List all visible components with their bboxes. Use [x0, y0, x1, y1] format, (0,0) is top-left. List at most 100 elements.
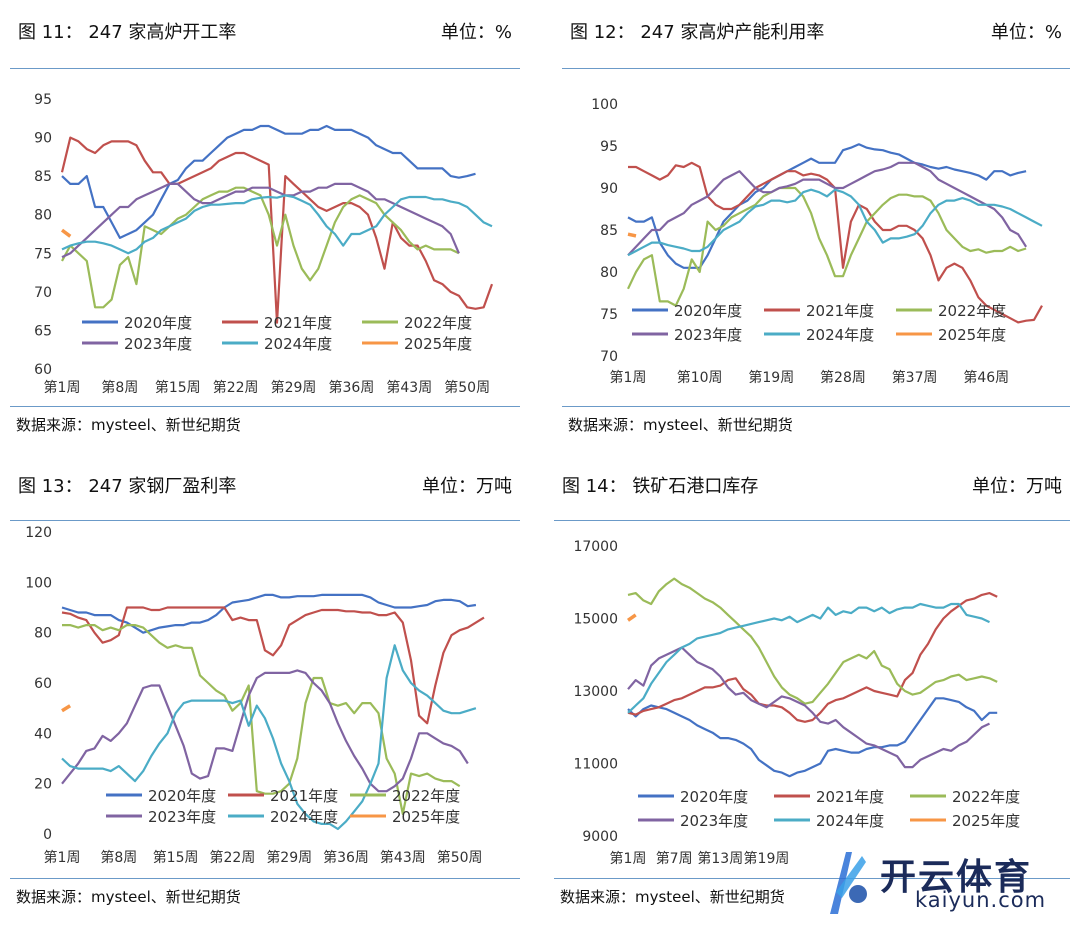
- chart-unit: 单位：%: [990, 22, 1062, 43]
- y-tick-label: 80: [34, 208, 52, 224]
- divider: [10, 406, 520, 407]
- y-tick-label: 9000: [582, 829, 618, 845]
- x-tick-label: 第36周: [329, 379, 375, 396]
- chart-plot: 70 75 80 85 90 95 100 第1周 第10周 第19周 第28周 第37周 第46周 20…: [591, 97, 1043, 386]
- y-tick-label: 100: [25, 575, 52, 591]
- series-line: [627, 697, 998, 778]
- legend-label: 2023年度: [124, 335, 192, 353]
- x-tick-label: 第15周: [155, 379, 201, 396]
- y-tick-label: 65: [34, 323, 52, 339]
- x-tick-label: 第22周: [213, 379, 259, 396]
- y-tick-label: 90: [600, 181, 618, 197]
- legend-label: 2024年度: [816, 812, 884, 830]
- chart-title: 图 11： 247 家高炉开工率: [18, 22, 237, 43]
- legend-label: 2023年度: [148, 808, 216, 826]
- watermark-brand-text: 开云体育: [880, 857, 1033, 898]
- legend-label: 2024年度: [806, 326, 874, 344]
- y-tick-label: 100: [591, 97, 618, 113]
- legend-label: 2023年度: [680, 812, 748, 830]
- x-tick-label: 第50周: [444, 379, 490, 396]
- series-line: [61, 704, 72, 713]
- x-tick-label: 第1周: [44, 379, 81, 396]
- x-tick-label: 第28周: [820, 369, 866, 386]
- y-tick-label: 20: [34, 777, 52, 793]
- x-tick-label: 第19周: [744, 850, 790, 867]
- y-tick-label: 85: [600, 223, 618, 239]
- legend-label: 2022年度: [938, 302, 1006, 320]
- x-tick-label: 第13周: [697, 850, 743, 867]
- legend-label: 2020年度: [124, 314, 192, 332]
- legend-label: 2020年度: [674, 302, 742, 320]
- series-line: [61, 194, 493, 255]
- chart-panel-11: 图 11： 247 家高炉开工率 单位：% 60 65 70 75 80 85 90 95 第1…: [4, 4, 526, 452]
- legend-label: 2021年度: [264, 314, 332, 332]
- x-tick-label: 第46周: [963, 369, 1009, 386]
- chart-unit: 单位：%: [440, 22, 512, 43]
- legend-label: 2022年度: [952, 788, 1020, 806]
- series-line: [61, 606, 485, 725]
- chart-plot: 9000 11000 13000 15000 17000 第1周 第7周 第13周 第19周 20…: [573, 539, 1020, 867]
- series-line: [61, 182, 460, 259]
- chart-plot: 0 20 40 60 80 100 120 第1周 第8周 第15周 第22周 第29周 第36周 第43…: [25, 525, 485, 866]
- y-tick-label: 120: [25, 525, 52, 541]
- series-line: [60, 136, 494, 324]
- y-tick-label: 95: [34, 92, 52, 108]
- legend-label: 2022年度: [404, 314, 472, 332]
- chart-unit: 单位：万吨: [972, 476, 1062, 497]
- x-tick-label: 第8周: [100, 849, 137, 866]
- legend-label: 2025年度: [938, 326, 1006, 344]
- x-tick-label: 第37周: [892, 369, 938, 386]
- y-tick-label: 0: [43, 827, 52, 843]
- legend-label: 2025年度: [392, 808, 460, 826]
- legend-label: 2021年度: [270, 787, 338, 805]
- legend-label: 2025年度: [404, 335, 472, 353]
- y-tick-label: 85: [34, 169, 52, 185]
- legend-label: 2022年度: [392, 787, 460, 805]
- series-line: [61, 669, 469, 793]
- chart-panel-14: 图 14： 铁矿石港口库存 单位：万吨 9000 11000 13000 15000 1…: [548, 458, 1076, 921]
- divider: [10, 520, 520, 521]
- series-line: [626, 613, 637, 622]
- brand-logo-icon: [830, 852, 867, 914]
- y-tick-label: 60: [34, 362, 52, 378]
- series-line: [627, 646, 990, 769]
- chart-panel-13: 图 13： 247 家钢厂盈利率 单位：万吨 0 20 40 60 80 100 120 第1…: [4, 458, 526, 921]
- chart-title: 图 13： 247 家钢厂盈利率: [18, 476, 237, 497]
- x-tick-label: 第29周: [266, 849, 312, 866]
- legend-label: 2020年度: [148, 787, 216, 805]
- y-tick-label: 15000: [573, 612, 618, 628]
- series-line: [627, 143, 1027, 269]
- series-line: [627, 186, 1027, 307]
- series-line: [61, 124, 476, 239]
- x-tick-label: 第1周: [610, 850, 647, 867]
- chart-source: 数据来源：mysteel、新世纪期货: [16, 888, 241, 906]
- legend-label: 2024年度: [264, 335, 332, 353]
- series-line: [627, 592, 998, 723]
- y-tick-label: 11000: [573, 757, 618, 773]
- legend-label: 2023年度: [674, 326, 742, 344]
- chart-source: 数据来源：mysteel、新世纪期货: [568, 416, 793, 434]
- x-tick-label: 第50周: [437, 849, 483, 866]
- x-tick-label: 第43周: [386, 379, 432, 396]
- divider: [10, 68, 520, 69]
- divider: [554, 520, 1070, 521]
- watermark-brand-url: kaiyun.com: [915, 888, 1047, 912]
- y-tick-label: 80: [600, 265, 618, 281]
- x-tick-label: 第10周: [677, 369, 723, 386]
- x-tick-label: 第29周: [271, 379, 317, 396]
- legend-label: 2021年度: [816, 788, 884, 806]
- divider: [554, 878, 1070, 879]
- y-tick-label: 17000: [573, 539, 618, 555]
- chart-source: 数据来源：mysteel、新世纪期货: [560, 888, 785, 906]
- series-line: [627, 232, 637, 238]
- x-tick-label: 第1周: [44, 849, 81, 866]
- divider: [562, 68, 1070, 69]
- chart-unit: 单位：万吨: [422, 476, 512, 497]
- y-tick-label: 13000: [573, 684, 618, 700]
- legend-label: 2021年度: [806, 302, 874, 320]
- y-tick-label: 75: [600, 307, 618, 323]
- divider: [10, 878, 520, 879]
- chart-plot: 60 65 70 75 80 85 90 95 第1周 第8周 第15周 第22周 第29周 第36周 第4…: [34, 92, 494, 396]
- series-line: [627, 161, 1028, 256]
- y-tick-label: 95: [600, 139, 618, 155]
